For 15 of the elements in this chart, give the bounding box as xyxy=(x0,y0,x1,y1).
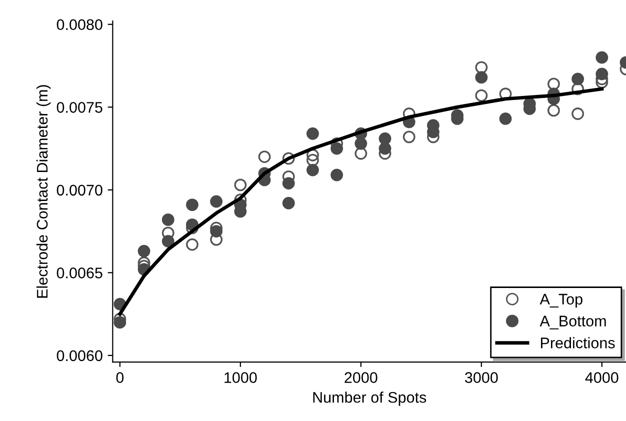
y-tick-label: 0.0060 xyxy=(56,350,102,362)
y-tick-label: 0.0070 xyxy=(56,184,102,196)
x-tick-label: 0 xyxy=(116,372,124,384)
x-axis-title: Number of Spots xyxy=(313,392,426,406)
y-tick-label: 0.0080 xyxy=(56,19,102,30)
x-tick-label: 4000 xyxy=(585,372,618,384)
y-axis-title: Electrode Contact Diameter (m) xyxy=(36,85,51,298)
legend-label: A_Top xyxy=(540,294,582,308)
y-tick-label: 0.0075 xyxy=(56,102,102,113)
y-tick-label: 0.0065 xyxy=(56,268,102,278)
legend-label: A_Bottom xyxy=(540,316,606,330)
legend-label: Predictions xyxy=(540,337,615,348)
x-tick-label: 2000 xyxy=(344,372,378,384)
x-tick-label: 1000 xyxy=(224,372,257,384)
x-tick-label: 3000 xyxy=(464,372,498,384)
